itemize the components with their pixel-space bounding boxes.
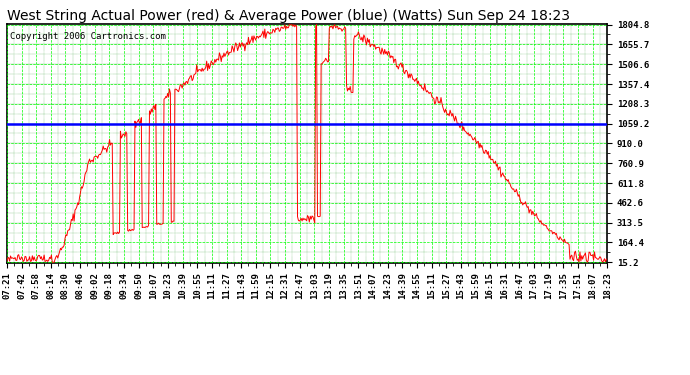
Text: West String Actual Power (red) & Average Power (blue) (Watts) Sun Sep 24 18:23: West String Actual Power (red) & Average… xyxy=(7,9,570,23)
Text: Copyright 2006 Cartronics.com: Copyright 2006 Cartronics.com xyxy=(10,32,166,40)
